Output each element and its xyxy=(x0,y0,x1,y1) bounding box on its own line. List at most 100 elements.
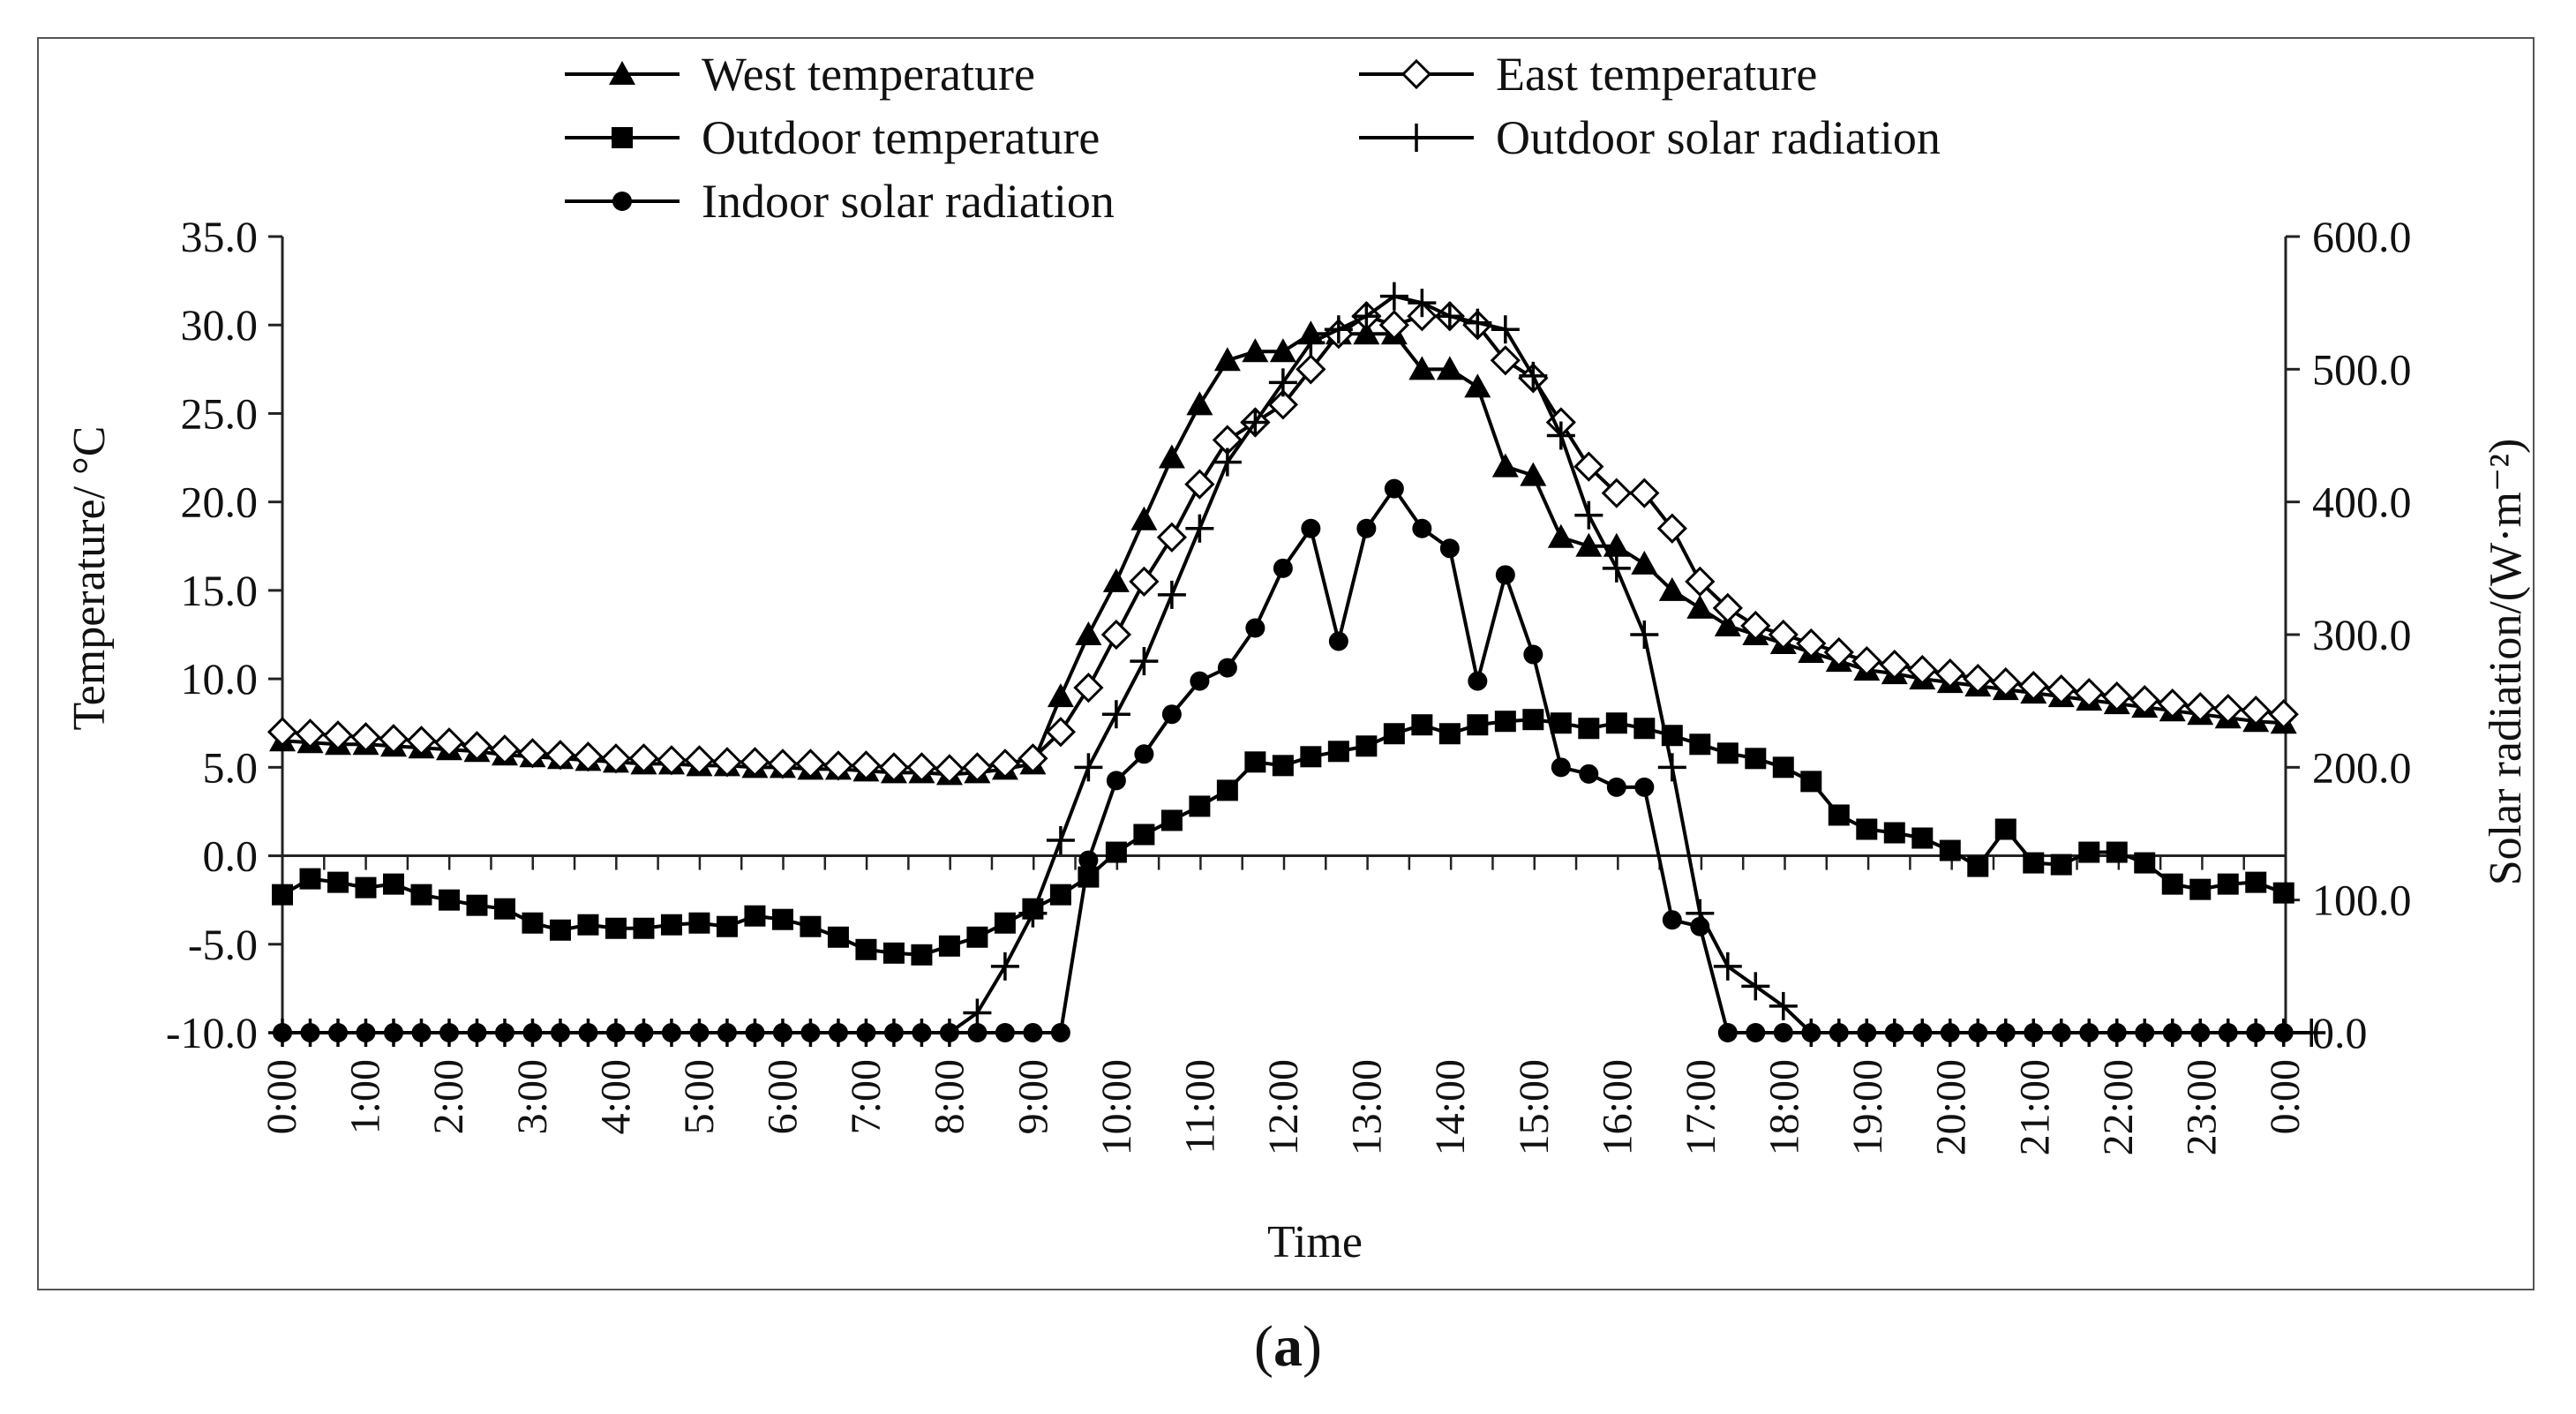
data-point-triangle xyxy=(1603,532,1630,557)
y-tick-label-left: 30.0 xyxy=(181,300,259,350)
data-point-diamond xyxy=(1378,310,1409,341)
data-point-square xyxy=(2050,854,2072,876)
data-point-diamond xyxy=(989,748,1021,779)
data-point-plus xyxy=(1213,448,1242,477)
data-point-diamond xyxy=(544,740,576,771)
data-point-plus xyxy=(1074,753,1103,782)
data-point-circle xyxy=(1023,1023,1043,1042)
y-tick-label-left: 0.0 xyxy=(203,831,259,881)
data-point-square xyxy=(1189,795,1211,817)
data-point-triangle xyxy=(1686,594,1714,619)
x-tick-label: 7:00 xyxy=(843,1059,890,1134)
data-point-plus xyxy=(1435,302,1464,331)
data-point-square xyxy=(327,871,349,893)
data-point-square xyxy=(744,905,766,927)
data-point-circle xyxy=(300,1023,320,1042)
data-point-diamond xyxy=(711,747,743,778)
data-point-diamond xyxy=(322,720,354,751)
data-point-circle xyxy=(1662,910,1682,930)
x-tick-label: 18:00 xyxy=(1761,1059,1808,1155)
x-tick-label: 11:00 xyxy=(1176,1059,1223,1155)
x-tick-label: 16:00 xyxy=(1594,1059,1641,1155)
data-point-square xyxy=(2134,852,2156,874)
data-point-diamond xyxy=(1629,478,1660,508)
x-tick-label: 17:00 xyxy=(1678,1059,1724,1155)
data-point-triangle xyxy=(1158,444,1185,469)
data-point-plus xyxy=(1241,408,1270,437)
data-point-circle xyxy=(2218,1023,2238,1042)
data-point-square xyxy=(1716,742,1739,764)
data-point-triangle xyxy=(1269,338,1296,363)
x-tick-label: 9:00 xyxy=(1010,1059,1056,1134)
data-point-plus xyxy=(1101,700,1130,729)
x-tick-label: 2:00 xyxy=(425,1059,472,1134)
data-point-diamond xyxy=(1601,478,1632,508)
chart-frame xyxy=(37,37,2535,1290)
y-tick-label-left: -5.0 xyxy=(188,920,258,969)
data-point-circle xyxy=(2107,1023,2127,1042)
data-point-diamond xyxy=(2046,674,2077,705)
data-point-circle xyxy=(612,192,632,211)
data-point-diamond xyxy=(2268,699,2299,730)
data-point-plus xyxy=(1185,514,1214,543)
data-point-circle xyxy=(2079,1023,2099,1042)
data-point-square xyxy=(1911,827,1934,849)
data-point-circle xyxy=(273,1023,292,1042)
data-point-circle xyxy=(494,1023,514,1042)
data-point-square xyxy=(1049,884,1071,906)
data-point-circle xyxy=(1606,777,1626,797)
x-tick-label: 4:00 xyxy=(592,1059,639,1134)
data-point-square xyxy=(2245,871,2267,893)
data-point-square xyxy=(1383,723,1405,745)
data-point-diamond xyxy=(1823,636,1854,668)
data-point-square xyxy=(1133,824,1155,846)
data-point-circle xyxy=(967,1023,988,1042)
data-point-square xyxy=(1994,818,2016,840)
x-tick-label: 6:00 xyxy=(760,1059,807,1134)
x-tick-label: 19:00 xyxy=(1844,1059,1891,1155)
data-point-square xyxy=(938,935,960,957)
data-point-circle xyxy=(1050,1023,1070,1042)
data-point-circle xyxy=(439,1023,459,1042)
x-tick-label: 5:00 xyxy=(676,1059,723,1134)
data-point-diamond xyxy=(1768,619,1799,651)
data-point-plus xyxy=(1296,328,1326,357)
data-point-circle xyxy=(1634,777,1655,797)
data-point-triangle xyxy=(1658,576,1686,601)
data-point-diamond xyxy=(1879,649,1910,681)
data-point-plus xyxy=(1018,899,1048,928)
data-point-circle xyxy=(995,1023,1015,1042)
x-axis-label: Time xyxy=(1267,1217,1363,1267)
series-outdoor-solar-radiation xyxy=(268,282,2326,1047)
chart-svg: 35.0 30.0 25.0 20.0 15.0 10.0 5.0 0.0 -5.0 -10.0 6… xyxy=(64,48,2531,1267)
data-point-circle xyxy=(383,1023,403,1042)
data-point-diamond xyxy=(2101,681,2132,712)
x-tick-label: 0:00 xyxy=(2262,1059,2309,1134)
legend-label: West temperature xyxy=(702,48,1035,101)
data-point-diamond xyxy=(1267,389,1298,420)
data-point-circle xyxy=(1579,763,1599,784)
data-point-square xyxy=(1967,855,1989,877)
y-tick-label-left: 10.0 xyxy=(181,654,259,703)
x-tick-label: 10:00 xyxy=(1093,1059,1140,1155)
data-point-diamond xyxy=(1045,717,1077,748)
data-point-triangle xyxy=(1186,391,1213,416)
data-point-diamond xyxy=(767,748,799,779)
data-point-triangle xyxy=(1213,347,1241,372)
data-point-diamond xyxy=(1851,645,1882,677)
x-tick-label: 23:00 xyxy=(2178,1059,2225,1155)
data-point-circle xyxy=(2246,1023,2266,1042)
data-point-square xyxy=(1494,711,1516,733)
data-point-circle xyxy=(411,1023,432,1042)
data-point-circle xyxy=(1217,658,1237,678)
data-point-plus xyxy=(1046,826,1075,855)
axes: 35.0 30.0 25.0 20.0 15.0 10.0 5.0 0.0 -5.0 -10.0 6… xyxy=(166,212,2412,1155)
data-point-diamond xyxy=(1712,592,1743,624)
data-point-circle xyxy=(1495,565,1515,585)
data-point-diamond xyxy=(1573,451,1604,482)
data-point-circle xyxy=(1468,671,1488,691)
data-point-diamond xyxy=(406,726,437,756)
data-point-circle xyxy=(828,1023,848,1042)
figure-label: a xyxy=(1273,1314,1303,1379)
series-indoor-solar-radiation xyxy=(273,478,2294,1042)
